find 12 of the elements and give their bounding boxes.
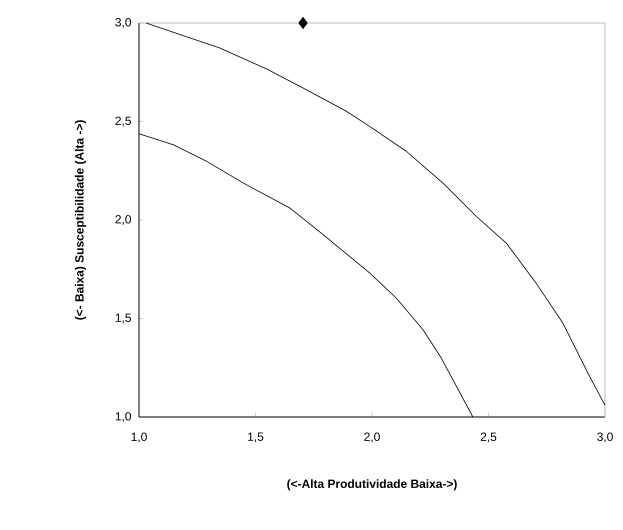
x-tick-label: 3,0 <box>597 432 613 442</box>
x-tick-label: 1,5 <box>248 432 264 442</box>
y-tick-label: 2,5 <box>115 116 131 126</box>
y-tick-label: 1,5 <box>116 314 131 324</box>
y-axis-title: (<- Baixa) Susceptibilidade (Alta ->) <box>74 120 86 320</box>
y-tick-label: 1,0 <box>116 412 132 422</box>
y-tick-label: 3,0 <box>115 18 132 28</box>
x-tick-label: 2,0 <box>364 432 380 442</box>
y-tick-label: 2,0 <box>115 215 132 225</box>
x-axis-title: (<-Alta Produtividade Baixa->) <box>287 479 457 490</box>
x-tick-label: 1,0 <box>132 432 147 442</box>
x-tick-label: 2,5 <box>480 432 496 442</box>
